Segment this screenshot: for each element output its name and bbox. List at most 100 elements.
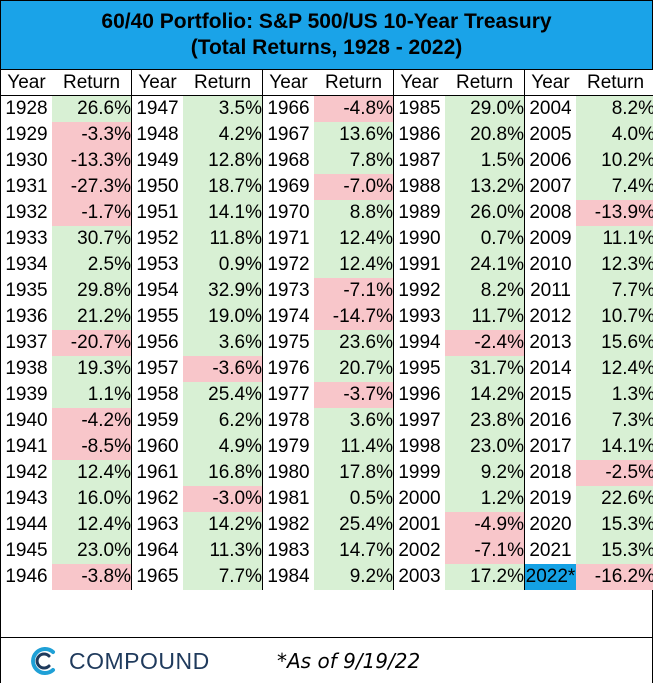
return-cell: 15.3% xyxy=(576,512,653,538)
year-cell: 1963 xyxy=(131,512,183,538)
year-cell: 2016 xyxy=(524,408,576,434)
return-cell: 11.8% xyxy=(183,226,263,252)
year-cell: 1952 xyxy=(131,226,183,252)
year-cell: 1936 xyxy=(5,306,48,327)
return-cell: -7.1% xyxy=(445,538,525,564)
year-cell: 1991 xyxy=(393,252,445,278)
return-cell: -3.6% xyxy=(183,356,263,382)
year-cell: 1944 xyxy=(5,514,48,535)
year-cell: 1954 xyxy=(131,278,183,304)
return-cell: 10.7% xyxy=(576,304,653,330)
return-cell: 16.8% xyxy=(183,460,263,486)
year-cell: 1994 xyxy=(393,330,445,356)
year-column-header: Year xyxy=(262,70,314,96)
table-row: 1940 -4.2% 1959 6.2% 1978 3.6% 1997 23.8% 2016 7.… xyxy=(1,408,653,434)
return-cell: 8.2% xyxy=(445,278,525,304)
year-cell: 1973 xyxy=(262,278,314,304)
return-cell: -4.2% xyxy=(52,408,132,434)
year-cell: 1950 xyxy=(131,174,183,200)
return-cell: 6.2% xyxy=(183,408,263,434)
table-row: 1932 -1.7% 1951 14.1% 1970 8.8% 1989 26.0% 2008-… xyxy=(1,200,653,226)
year-cell: 2010 xyxy=(524,252,576,278)
year-cell: 2011 xyxy=(524,278,576,304)
table-row: 1936 21.2% 1955 19.0% 1974 -14.7% 1993 11.7% 201… xyxy=(1,304,653,330)
table-row: 1930 -13.3% 1949 12.8% 1968 7.8% 1987 1.5% 2006 1… xyxy=(1,148,653,174)
table-row: 1938 19.3% 1957 -3.6% 1976 20.7% 1995 31.7% 2014… xyxy=(1,356,653,382)
return-cell: -13.3% xyxy=(52,148,132,174)
return-cell: 23.6% xyxy=(314,330,394,356)
year-cell: 1964 xyxy=(131,538,183,564)
return-cell: 7.4% xyxy=(576,174,653,200)
year-cell: 2007 xyxy=(524,174,576,200)
return-cell: 1.5% xyxy=(445,148,525,174)
return-cell: 12.4% xyxy=(52,460,132,486)
year-cell: 2012 xyxy=(524,304,576,330)
table-row: 1944 12.4% 1963 14.2% 1982 25.4% 2001 -4.9% 2020… xyxy=(1,512,653,538)
table-row: 1937 -20.7% 1956 3.6% 1975 23.6% 1994 -2.4% 2013… xyxy=(1,330,653,356)
year-cell: 1948 xyxy=(131,122,183,148)
return-cell: 23.0% xyxy=(52,538,132,564)
return-cell: 0.5% xyxy=(314,486,394,512)
year-cell: 1958 xyxy=(131,382,183,408)
return-cell: 13.2% xyxy=(445,174,525,200)
year-cell: 1985 xyxy=(393,95,445,122)
year-cell: 1969 xyxy=(262,174,314,200)
compound-logo: COMPOUND xyxy=(23,642,227,680)
return-cell: 16.0% xyxy=(52,486,132,512)
return-cell: 21.2% xyxy=(52,304,132,330)
column-header-row: Year Return Year Return Year Return Year Return… xyxy=(1,70,653,96)
year-cell: 1962 xyxy=(131,486,183,512)
year-cell: 1946 xyxy=(5,566,48,587)
returns-grid-body: 1928 26.6% 1947 3.5% 1966 -4.8% 1985 29.0% 2004 8… xyxy=(1,95,653,590)
year-cell: 1992 xyxy=(393,278,445,304)
year-column-header: Year xyxy=(524,70,576,96)
year-cell: 1949 xyxy=(131,148,183,174)
year-cell: 1988 xyxy=(393,174,445,200)
year-column-header: Year xyxy=(131,70,183,96)
return-cell: 32.9% xyxy=(183,278,263,304)
return-cell: 7.7% xyxy=(576,278,653,304)
year-cell: 1993 xyxy=(393,304,445,330)
year-cell: 2004 xyxy=(524,95,576,122)
year-cell: 1982 xyxy=(262,512,314,538)
return-cell: 26.0% xyxy=(445,200,525,226)
year-cell: 1989 xyxy=(393,200,445,226)
return-cell: -3.8% xyxy=(52,564,132,590)
year-cell: 1974 xyxy=(262,304,314,330)
year-cell: 1940 xyxy=(5,410,48,431)
return-cell: 12.8% xyxy=(183,148,263,174)
return-cell: 9.2% xyxy=(445,460,525,486)
return-cell: 7.3% xyxy=(576,408,653,434)
year-cell: 1984 xyxy=(262,564,314,590)
year-cell: 1960 xyxy=(131,434,183,460)
as-of-note: *As of 9/19/22 xyxy=(277,649,421,673)
year-cell: 1987 xyxy=(393,148,445,174)
return-column-header: Return xyxy=(576,70,653,96)
return-cell: -1.7% xyxy=(52,200,132,226)
return-cell: 20.8% xyxy=(445,122,525,148)
return-cell: -3.3% xyxy=(52,122,132,148)
year-cell: 1965 xyxy=(131,564,183,590)
return-cell: 12.4% xyxy=(52,512,132,538)
year-cell: 1981 xyxy=(262,486,314,512)
return-cell: -4.9% xyxy=(445,512,525,538)
return-cell: -16.2% xyxy=(576,564,653,590)
return-cell: 4.0% xyxy=(576,122,653,148)
year-cell: 1980 xyxy=(262,460,314,486)
return-cell: 12.4% xyxy=(576,356,653,382)
year-cell: 1932 xyxy=(5,202,48,223)
return-cell: -4.8% xyxy=(314,95,394,122)
year-cell: 2019 xyxy=(524,486,576,512)
year-cell: 1935 xyxy=(5,280,48,301)
year-cell: 2009 xyxy=(524,226,576,252)
subtitle: (Total Returns, 1928 - 2022) xyxy=(190,36,463,59)
table-row: 1945 23.0% 1964 11.3% 1983 14.7% 2002 -7.1% 2021… xyxy=(1,538,653,564)
return-cell: 7.8% xyxy=(314,148,394,174)
return-cell: 14.1% xyxy=(576,434,653,460)
return-cell: 11.3% xyxy=(183,538,263,564)
year-cell: 1928 xyxy=(5,98,48,119)
compound-c-logo-icon xyxy=(31,647,55,675)
return-cell: 29.8% xyxy=(52,278,132,304)
return-cell: 2.5% xyxy=(52,252,132,278)
return-cell: 25.4% xyxy=(314,512,394,538)
